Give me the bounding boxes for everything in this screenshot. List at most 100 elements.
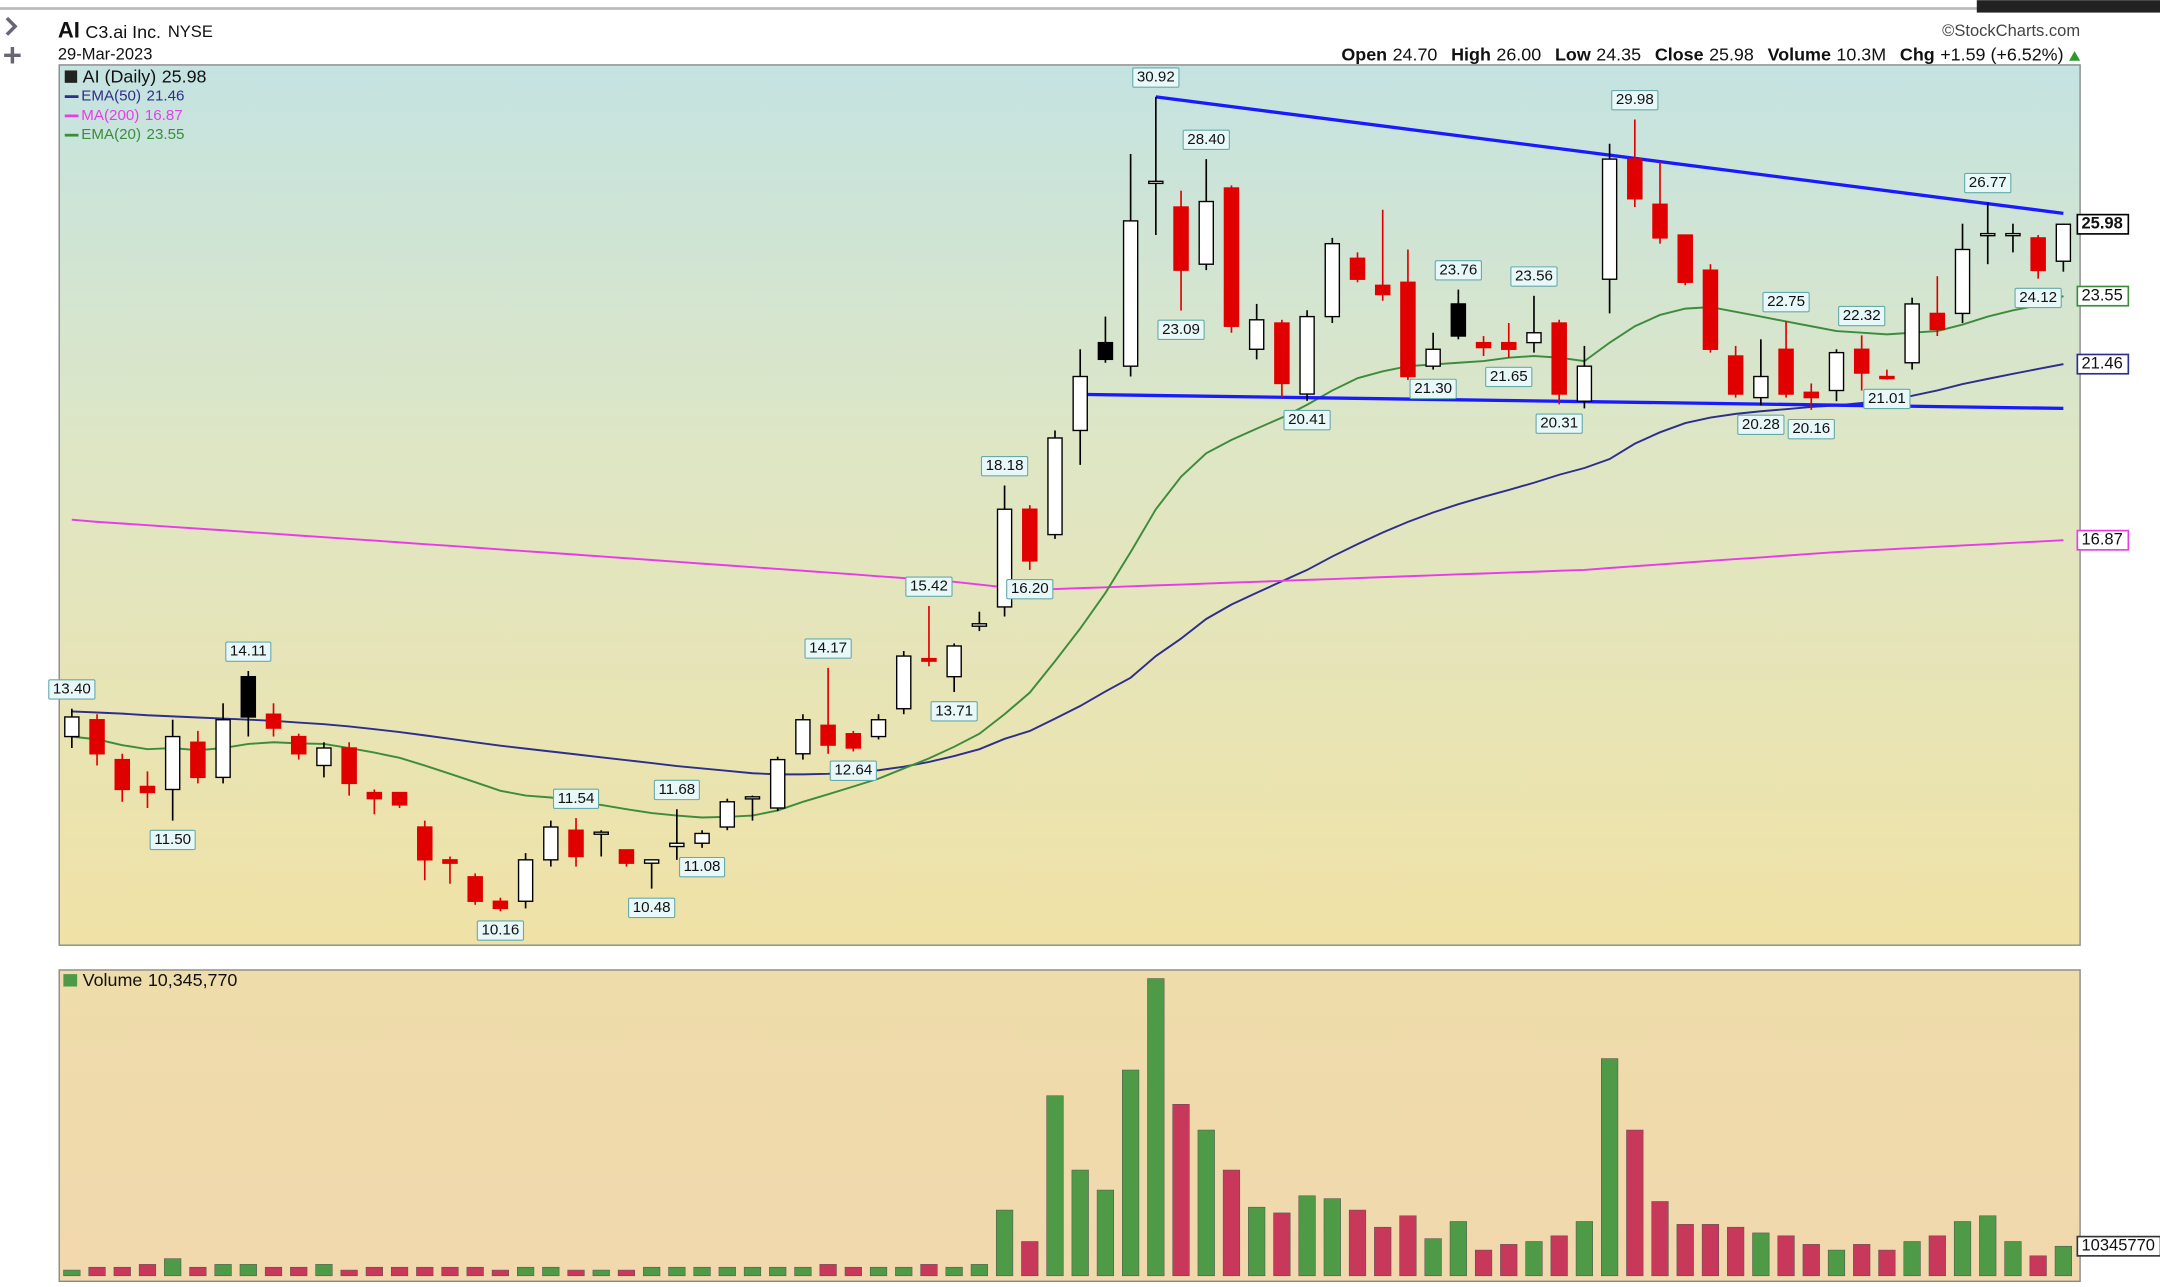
candle-body bbox=[190, 741, 206, 779]
top-tab bbox=[1976, 0, 2160, 13]
candle-body bbox=[1601, 158, 1618, 280]
price-label: 13.40 bbox=[48, 679, 96, 700]
price-label-text: 14.11 bbox=[230, 643, 267, 660]
volume-bar bbox=[1575, 1221, 1593, 1277]
price-label-box bbox=[225, 641, 272, 662]
candles bbox=[64, 96, 2072, 912]
quote-value: 24.70 bbox=[1393, 44, 1438, 64]
volume-bar bbox=[1525, 1241, 1543, 1277]
legend-value: 10,345,770 bbox=[148, 970, 238, 990]
candle-body bbox=[2055, 223, 2072, 262]
volume-bar bbox=[63, 1269, 81, 1277]
price-panel bbox=[58, 64, 2081, 946]
volume-bar bbox=[819, 1264, 837, 1277]
annotations: 13.40 14.11 11.54 11.68 14.17 15.42 18.18 30.92… bbox=[48, 67, 2062, 941]
candle-body bbox=[971, 623, 988, 627]
price-label: 21.01 bbox=[1863, 388, 1911, 410]
price-label-text: 21.30 bbox=[1414, 380, 1452, 397]
volume-bar bbox=[1601, 1058, 1619, 1277]
volume-bar bbox=[1550, 1235, 1568, 1277]
candle-body bbox=[895, 655, 912, 710]
quote-label: Chg bbox=[1900, 44, 1935, 64]
value-box-text: 16.87 bbox=[2081, 530, 2122, 549]
candle-body bbox=[417, 826, 433, 861]
candle-body bbox=[1274, 322, 1290, 385]
volume-bar bbox=[1298, 1195, 1316, 1277]
volume-bar bbox=[88, 1266, 106, 1277]
volume-bar bbox=[1374, 1226, 1392, 1277]
price-label: 10.16 bbox=[476, 920, 525, 941]
candle-body bbox=[1122, 220, 1139, 367]
candle-body bbox=[366, 791, 383, 800]
quote-label: Volume bbox=[1768, 44, 1831, 64]
price-label-text: 30.92 bbox=[1137, 69, 1175, 86]
company: C3.ai Inc. NYSE bbox=[85, 22, 212, 42]
volume-bar bbox=[1071, 1169, 1089, 1277]
candle-body bbox=[1551, 322, 1567, 395]
price-label-box bbox=[930, 701, 978, 722]
legend-name: EMA(50) bbox=[81, 88, 141, 105]
legend-value: 23.55 bbox=[147, 126, 185, 143]
candle-body bbox=[669, 842, 685, 848]
candle-body bbox=[1702, 269, 1719, 350]
candle-body bbox=[1778, 348, 1794, 395]
candle-body bbox=[1097, 341, 1114, 361]
volume-bar bbox=[1853, 1244, 1871, 1277]
up-arrow bbox=[2069, 51, 2081, 61]
company-name: C3.ai Inc. bbox=[85, 22, 161, 42]
price-label-text: 29.98 bbox=[1616, 91, 1654, 108]
expand-icon[interactable] bbox=[5, 16, 18, 36]
candle-body bbox=[164, 735, 181, 791]
volume-bar bbox=[718, 1266, 736, 1277]
candle-body bbox=[290, 735, 307, 755]
volume-bar bbox=[1046, 1095, 1064, 1277]
candle-body bbox=[946, 645, 962, 678]
price-label-box bbox=[980, 456, 1029, 477]
price-label-text: 22.32 bbox=[1843, 307, 1881, 324]
volume-bar bbox=[2029, 1255, 2047, 1277]
price-label: 11.54 bbox=[552, 788, 600, 809]
candle-body bbox=[2005, 232, 2021, 237]
volume-bar bbox=[945, 1266, 963, 1277]
volume-bar bbox=[1273, 1212, 1291, 1277]
legend-entry: Volume 10,345,770 bbox=[83, 970, 238, 990]
candle-body bbox=[643, 859, 660, 864]
price-label-box bbox=[1535, 413, 1583, 434]
price-label-box bbox=[829, 760, 877, 781]
legend-value: 21.46 bbox=[147, 88, 185, 105]
volume-bar bbox=[1802, 1244, 1820, 1277]
price-label: 30.92 bbox=[1132, 67, 1180, 88]
volume-bar bbox=[214, 1264, 232, 1277]
price-label-text: 11.68 bbox=[658, 781, 695, 798]
candle-body bbox=[1526, 332, 1542, 344]
price-label-text: 10.16 bbox=[481, 922, 519, 939]
price-label-box bbox=[1132, 67, 1180, 88]
price-label-box bbox=[1863, 388, 1911, 410]
price-label: 21.30 bbox=[1409, 378, 1457, 400]
candle-body bbox=[1198, 200, 1214, 265]
candle-body bbox=[265, 713, 282, 729]
price-label-box bbox=[679, 856, 726, 878]
volume-bar bbox=[2054, 1245, 2072, 1277]
value-box bbox=[2076, 213, 2130, 235]
price-label-box bbox=[804, 638, 852, 659]
candle-body bbox=[1148, 180, 1164, 185]
volume-bar bbox=[743, 1266, 762, 1277]
add-icon[interactable] bbox=[4, 47, 21, 64]
volume-bar bbox=[365, 1266, 383, 1277]
price-label-text: 11.50 bbox=[154, 831, 191, 848]
candle-body bbox=[543, 826, 559, 861]
price-label: 22.75 bbox=[1762, 291, 1810, 313]
price-label-text: 16.20 bbox=[1011, 580, 1049, 597]
candle-body bbox=[1904, 303, 1920, 364]
volume-bar bbox=[1701, 1224, 1720, 1277]
volume-bar bbox=[164, 1258, 182, 1277]
volume-bar bbox=[239, 1264, 257, 1277]
volume-bar bbox=[844, 1266, 862, 1277]
volume-bar bbox=[1172, 1104, 1190, 1277]
quote: Open 24.70 High 26.00 Low 24.35 Close 25.98 Volu… bbox=[1341, 44, 2063, 64]
price-label: 24.12 bbox=[2014, 287, 2062, 309]
value-box bbox=[2076, 529, 2130, 551]
price-label-text: 20.31 bbox=[1540, 415, 1578, 432]
candle-body bbox=[1803, 391, 1820, 399]
